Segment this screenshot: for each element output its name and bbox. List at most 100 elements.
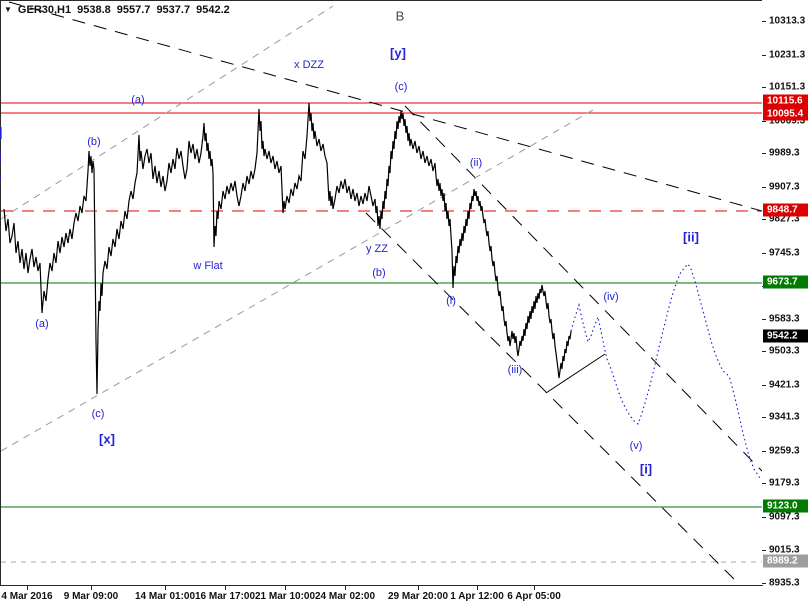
wave-label-xDZZ[interactable]: x DZZ <box>294 59 324 71</box>
chart-title-bar: ▼ GER30,H1 9538.8 9557.7 9537.7 9542.2 <box>4 4 230 16</box>
price-tick-label: 10231.3 <box>769 49 806 61</box>
time-tick-mark <box>285 586 286 590</box>
time-tick-mark <box>477 586 478 590</box>
time-tick-label: 14 Mar 01:00 <box>134 591 196 602</box>
price-level-badge-8989.2: 8989.2 <box>763 554 808 568</box>
wave-label-a[interactable]: (a) <box>131 94 145 106</box>
wave-label-ii[interactable]: (ii) <box>469 157 483 169</box>
price-level-badge-9848.7: 9848.7 <box>763 203 808 217</box>
price-level-badge-9673.7: 9673.7 <box>763 275 808 289</box>
price-tick-label: 9179.3 <box>769 477 800 489</box>
wave-label-B[interactable]: B <box>395 8 405 24</box>
price-tick-mark <box>762 219 766 220</box>
trendline-long-descending-dashed[interactable] <box>8 1 762 212</box>
price-tick-mark <box>762 351 766 352</box>
ohlc-close: 9542.2 <box>196 4 230 16</box>
time-tick-mark <box>534 586 535 590</box>
time-tick-mark <box>345 586 346 590</box>
price-tick-label: 9341.3 <box>769 411 800 423</box>
price-tick-mark <box>762 121 766 122</box>
wave-label-a[interactable]: (a) <box>35 318 49 330</box>
time-tick-label: 29 Mar 20:00 <box>387 591 449 602</box>
price-tick-label: 9989.3 <box>769 147 800 159</box>
price-level-badge-9542.2: 9542.2 <box>763 329 808 343</box>
symbol-period-label: GER30,H1 <box>17 4 72 16</box>
price-tick-mark <box>762 517 766 518</box>
time-tick-label: 16 Mar 17:00 <box>194 591 256 602</box>
price-tick-label: 10313.3 <box>769 15 806 27</box>
wave-label-ii[interactable]: [ii] <box>683 229 699 245</box>
trendline-channel-lower-dashed[interactable] <box>365 212 741 585</box>
price-tick-mark <box>762 583 766 584</box>
time-tick-mark <box>27 586 28 590</box>
price-tick-mark <box>762 55 766 56</box>
wave-label-c[interactable]: (c) <box>91 408 105 420</box>
time-tick-label: 6 Apr 05:00 <box>507 591 561 602</box>
wave-label-v[interactable]: (v) <box>629 440 643 452</box>
price-tick-mark <box>762 87 766 88</box>
trendline-channel-upper-dashed[interactable] <box>404 105 762 472</box>
trendline-ascending-gray-upper[interactable] <box>1 5 334 220</box>
time-tick-mark <box>225 586 226 590</box>
chart-dropdown-icon[interactable]: ▼ <box>4 5 12 14</box>
clipped-wave-label-2: ) <box>0 170 1 185</box>
price-tick-mark <box>762 417 766 418</box>
wave-label-wFlat[interactable]: w Flat <box>193 260 223 272</box>
trendline-ascending-gray-lower[interactable] <box>1 109 594 452</box>
trendline-short-solid-support[interactable] <box>545 353 606 394</box>
wave-label-x[interactable]: [x] <box>99 431 115 447</box>
price-tick-mark <box>762 187 766 188</box>
time-axis[interactable]: 4 Mar 2016 9 Mar 09:00 14 Mar 01:00 16 Mar … <box>0 586 809 607</box>
time-tick-mark <box>418 586 419 590</box>
price-level-badge-10095.4: 10095.4 <box>763 107 808 121</box>
wave-label-iv[interactable]: (iv) <box>603 291 619 303</box>
wave-label-i[interactable]: (i) <box>446 295 456 307</box>
price-tick-label: 9259.3 <box>769 445 800 457</box>
price-tick-label: 9827.3 <box>769 213 800 225</box>
price-axis[interactable]: 10313.3 10231.3 10151.3 10069.3 9989.3 9907.3… <box>762 0 809 589</box>
time-tick-label: 9 Mar 09:00 <box>63 591 119 602</box>
price-tick-label: 9583.3 <box>769 313 800 325</box>
time-tick-label: 1 Apr 12:00 <box>450 591 504 602</box>
price-tick-label: 9421.3 <box>769 379 800 391</box>
time-tick-label: 24 Mar 02:00 <box>314 591 376 602</box>
time-tick-label: 4 Mar 2016 <box>1 591 53 602</box>
price-level-badge-10115.6: 10115.6 <box>763 94 808 108</box>
price-tick-mark <box>762 385 766 386</box>
price-chart-svg[interactable] <box>1 1 762 585</box>
price-tick-label: 10151.3 <box>769 81 806 93</box>
wave-label-c[interactable]: (c) <box>394 81 408 93</box>
clipped-wave-label-1: ] <box>0 149 1 164</box>
wave-projection-line[interactable] <box>570 263 762 481</box>
wave-label-yZZ[interactable]: y ZZ <box>366 243 388 255</box>
ohlc-high: 9557.7 <box>116 4 151 16</box>
price-tick-label: 9015.3 <box>769 544 800 556</box>
ohlc-low: 9537.7 <box>156 4 191 16</box>
clipped-wave-label-0: ] <box>0 125 2 140</box>
price-tick-label: 8935.3 <box>769 577 800 589</box>
wave-label-y[interactable]: [y] <box>390 45 406 61</box>
price-tick-mark <box>762 253 766 254</box>
price-tick-label: 9745.3 <box>769 247 800 259</box>
price-tick-mark <box>762 550 766 551</box>
price-tick-label: 9097.3 <box>769 511 800 523</box>
price-series-line[interactable] <box>3 102 572 395</box>
price-tick-label: 10069.3 <box>769 115 806 127</box>
price-tick-label: 9907.3 <box>769 181 800 193</box>
chart-plot-area[interactable]: ▼ GER30,H1 9538.8 9557.7 9537.7 9542.2 B… <box>0 0 763 586</box>
price-tick-label: 9503.3 <box>769 345 800 357</box>
wave-label-i[interactable]: [i] <box>639 461 653 477</box>
wave-label-b[interactable]: (b) <box>87 136 101 148</box>
price-tick-mark <box>762 319 766 320</box>
time-tick-mark <box>165 586 166 590</box>
ohlc-open: 9538.8 <box>77 4 111 16</box>
price-tick-mark <box>762 483 766 484</box>
wave-label-iii[interactable]: (iii) <box>507 364 523 376</box>
time-tick-mark <box>91 586 92 590</box>
price-tick-mark <box>762 153 766 154</box>
price-tick-mark <box>762 21 766 22</box>
time-tick-label: 21 Mar 10:00 <box>254 591 316 602</box>
wave-label-b[interactable]: (b) <box>372 267 386 279</box>
price-tick-mark <box>762 451 766 452</box>
